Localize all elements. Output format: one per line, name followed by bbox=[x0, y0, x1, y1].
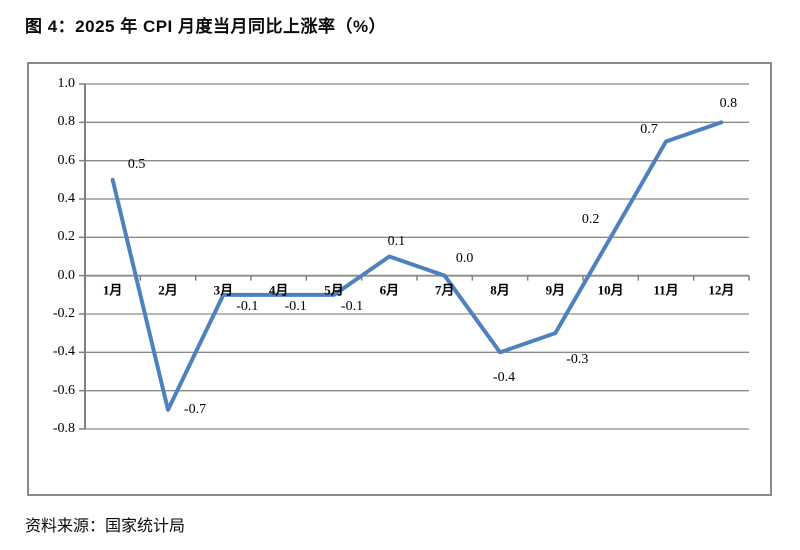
data-point-label: -0.1 bbox=[236, 298, 259, 314]
y-axis-tick-label: 0.2 bbox=[57, 229, 76, 245]
x-category-label: 12月 bbox=[708, 282, 735, 298]
chart-frame: 1.0 0.8 0.6 0.4 0.2 0.0 -0.2 -0.4 -0.6 -0.8 1月 2月 3月… bbox=[27, 62, 772, 496]
data-point-label: 0.2 bbox=[581, 212, 600, 228]
x-category-label: 11月 bbox=[653, 282, 679, 298]
data-point-label: 0.0 bbox=[455, 250, 474, 266]
x-category-label: 7月 bbox=[434, 282, 455, 298]
y-axis-tick-label: 0.4 bbox=[57, 191, 76, 206]
source-note: 资料来源：国家统计局 bbox=[25, 518, 186, 535]
y-axis-tick-label: 1.0 bbox=[57, 76, 76, 91]
data-point-label: -0.1 bbox=[340, 298, 364, 314]
data-point-label: -0.1 bbox=[284, 298, 307, 314]
x-category-label: 9月 bbox=[545, 282, 566, 298]
x-category-label: 8月 bbox=[490, 282, 510, 298]
data-point-label: 0.7 bbox=[640, 121, 658, 137]
data-point-label: -0.4 bbox=[492, 370, 516, 386]
x-category-label: 3月 bbox=[213, 282, 234, 298]
cpi-line-chart-canvas bbox=[79, 83, 750, 430]
y-axis-tick-label: -0.8 bbox=[52, 421, 75, 436]
x-category-label: 1月 bbox=[102, 282, 123, 298]
x-category-label: 4月 bbox=[268, 282, 289, 298]
x-category-label: 6月 bbox=[379, 282, 400, 298]
y-axis-tick-label: -0.4 bbox=[52, 344, 75, 360]
data-point-label: 0.5 bbox=[127, 156, 146, 172]
data-point-label: -0.7 bbox=[183, 401, 207, 417]
x-category-label: 10月 bbox=[597, 282, 624, 298]
y-axis-tick-label: 0.6 bbox=[57, 152, 76, 168]
data-point-label: 0.1 bbox=[387, 233, 406, 249]
data-point-label: -0.3 bbox=[566, 352, 589, 368]
cpi-series-line bbox=[110, 120, 724, 412]
data-point-label: 0.8 bbox=[719, 96, 738, 112]
y-axis-tick-label: 0.0 bbox=[57, 267, 76, 283]
y-axis-tick-label: -0.6 bbox=[52, 382, 75, 398]
y-axis-tick-label: -0.2 bbox=[52, 306, 75, 321]
x-category-label: 2月 bbox=[158, 282, 178, 298]
chart-title: 图 4：2025 年 CPI 月度当月同比上涨率（%） bbox=[25, 17, 387, 36]
y-axis-tick-label: 0.8 bbox=[57, 114, 76, 130]
x-category-label: 5月 bbox=[324, 282, 344, 298]
